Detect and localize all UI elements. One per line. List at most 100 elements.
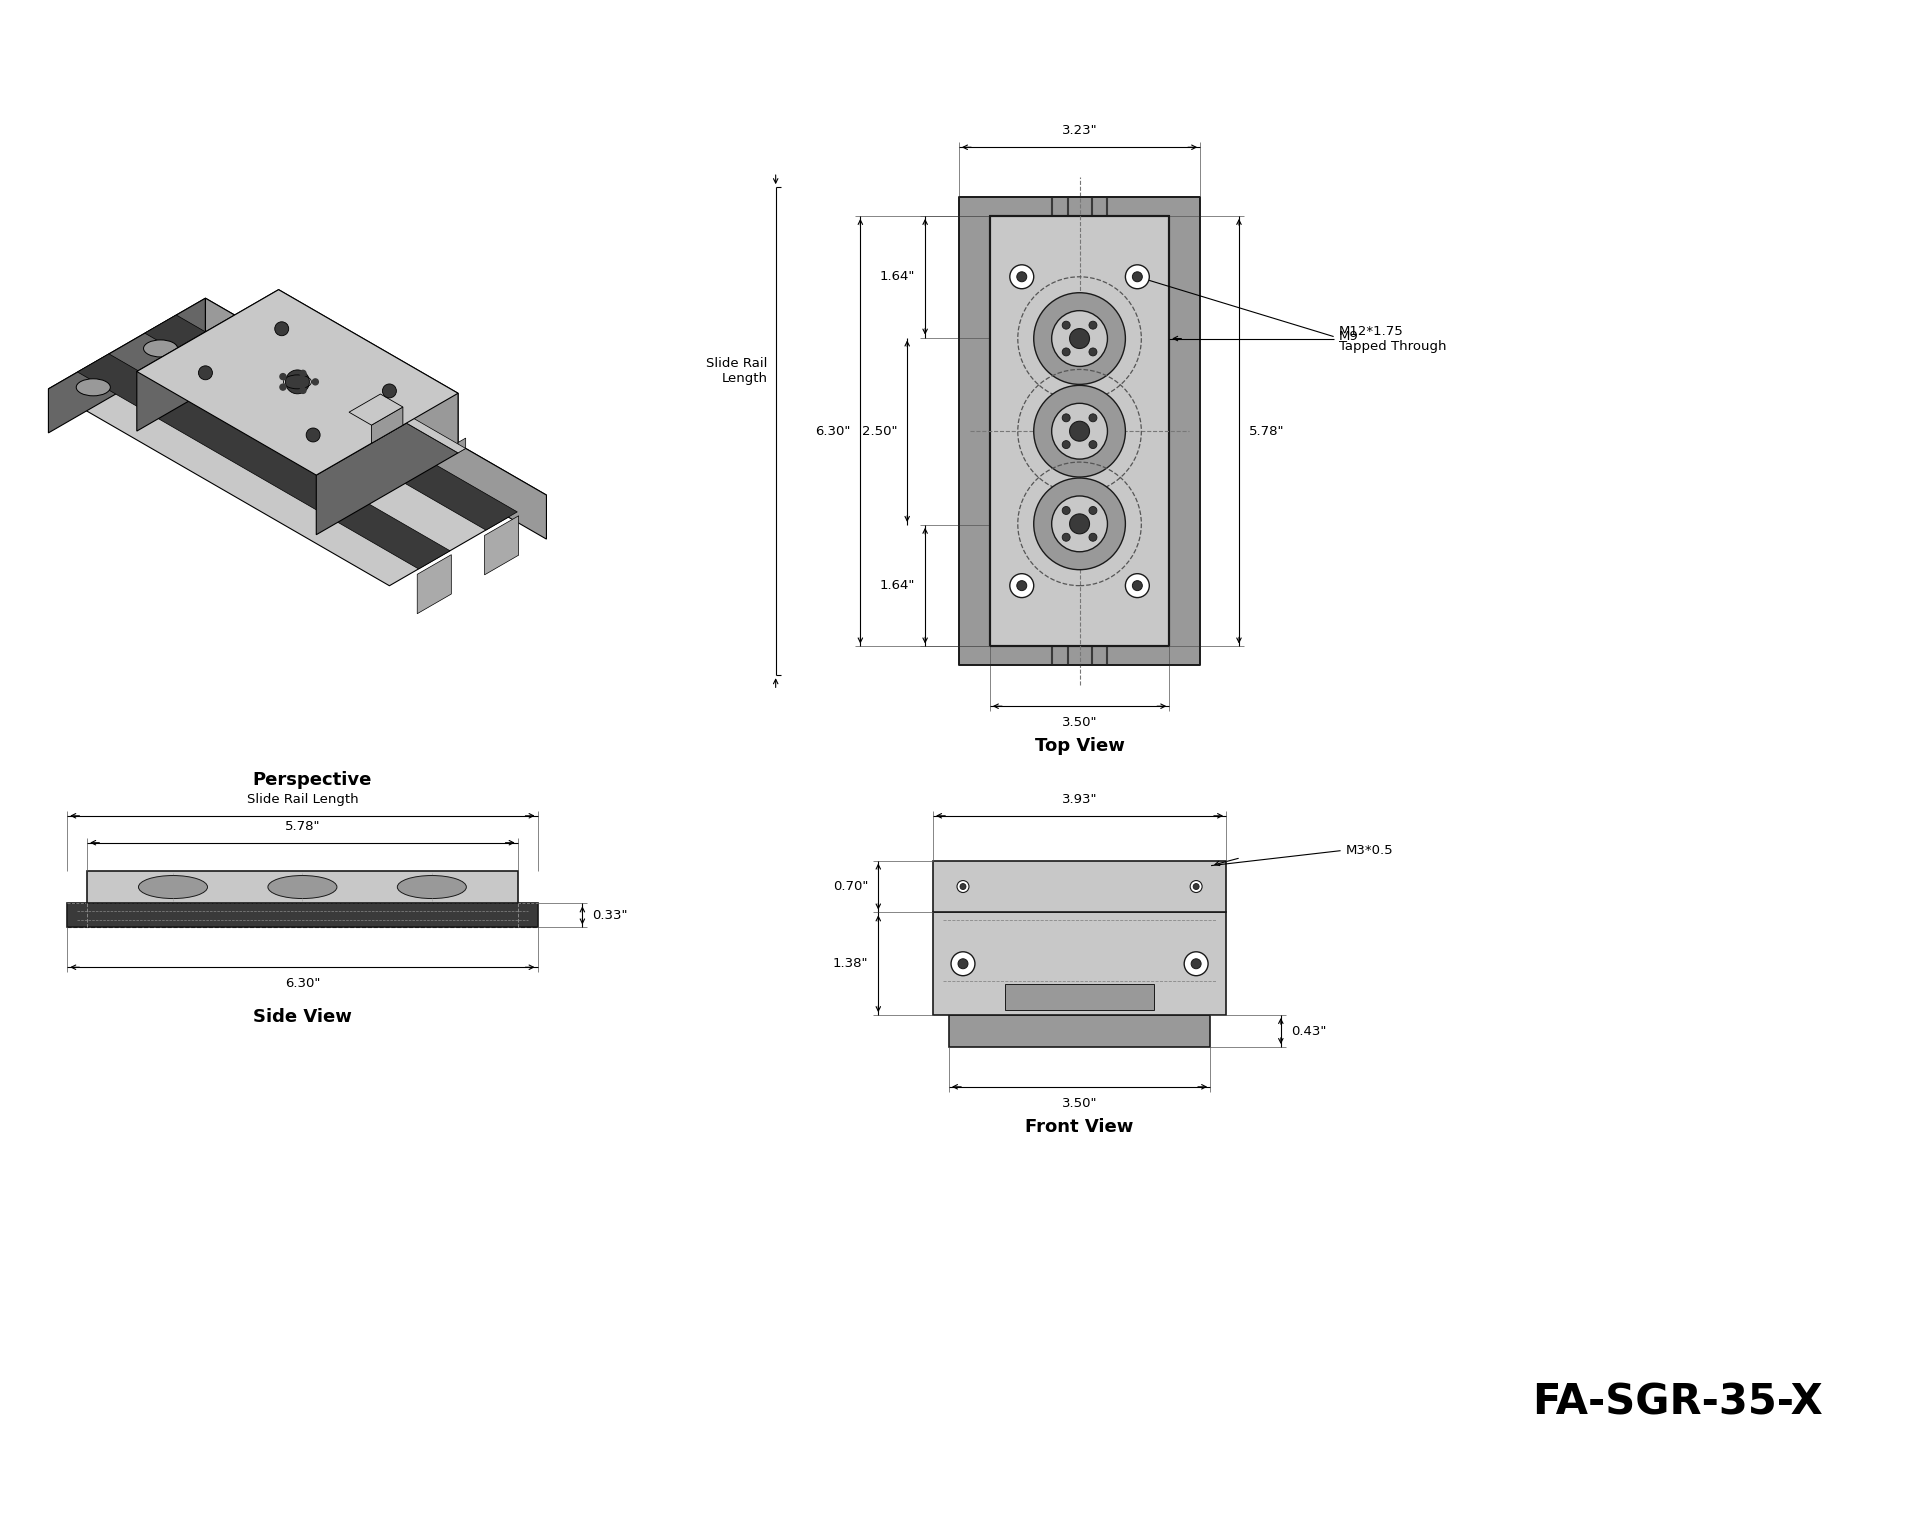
Text: 3.93": 3.93" xyxy=(1062,793,1098,806)
Ellipse shape xyxy=(397,876,467,898)
Text: Top View: Top View xyxy=(1035,737,1125,755)
Text: M12*1.75
Tapped Through: M12*1.75 Tapped Through xyxy=(1338,325,1446,353)
Circle shape xyxy=(1018,272,1027,281)
Text: 2.50": 2.50" xyxy=(862,424,897,438)
Circle shape xyxy=(1010,264,1033,289)
Polygon shape xyxy=(459,438,467,453)
Circle shape xyxy=(275,322,288,336)
Circle shape xyxy=(1062,441,1069,448)
Text: 6.30": 6.30" xyxy=(814,424,851,438)
Circle shape xyxy=(1052,496,1108,552)
Text: 1.64": 1.64" xyxy=(879,579,916,593)
Circle shape xyxy=(1033,386,1125,477)
Polygon shape xyxy=(948,1015,1210,1047)
Polygon shape xyxy=(278,334,286,350)
Ellipse shape xyxy=(144,340,179,357)
Text: 5.78": 5.78" xyxy=(1248,424,1284,438)
Polygon shape xyxy=(317,394,459,535)
Polygon shape xyxy=(67,903,538,927)
Circle shape xyxy=(1089,534,1096,541)
Text: 0.43": 0.43" xyxy=(1290,1024,1327,1038)
Circle shape xyxy=(960,883,966,889)
Circle shape xyxy=(286,369,309,394)
Circle shape xyxy=(1033,293,1125,385)
Circle shape xyxy=(1192,883,1200,889)
Circle shape xyxy=(956,880,970,892)
Text: 3.23": 3.23" xyxy=(1062,125,1098,137)
Polygon shape xyxy=(958,198,1200,666)
Circle shape xyxy=(1133,581,1142,591)
Circle shape xyxy=(1190,880,1202,892)
Circle shape xyxy=(1089,321,1096,330)
Polygon shape xyxy=(991,216,1169,646)
Circle shape xyxy=(198,366,213,380)
Circle shape xyxy=(1033,477,1125,570)
Circle shape xyxy=(1069,328,1089,348)
Polygon shape xyxy=(278,345,467,453)
Polygon shape xyxy=(933,912,1227,1015)
Circle shape xyxy=(1062,413,1069,423)
Polygon shape xyxy=(86,871,518,903)
Circle shape xyxy=(1185,952,1208,976)
Text: FA-SGR-35-X: FA-SGR-35-X xyxy=(1532,1382,1822,1424)
Text: Slide Rail
Length: Slide Rail Length xyxy=(707,357,768,386)
Polygon shape xyxy=(136,290,459,476)
Circle shape xyxy=(280,385,286,391)
Text: Perspective: Perspective xyxy=(253,771,372,789)
Circle shape xyxy=(382,385,396,398)
Polygon shape xyxy=(349,394,403,426)
Circle shape xyxy=(313,378,319,385)
Circle shape xyxy=(1125,573,1150,597)
Text: M9: M9 xyxy=(1338,330,1357,344)
Circle shape xyxy=(1052,403,1108,459)
Text: 0.33": 0.33" xyxy=(593,909,628,923)
Text: Side View: Side View xyxy=(253,1008,351,1026)
Text: Slide Rail Length: Slide Rail Length xyxy=(246,793,359,806)
Circle shape xyxy=(958,959,968,968)
Ellipse shape xyxy=(269,876,336,898)
Circle shape xyxy=(1089,413,1096,423)
Polygon shape xyxy=(933,860,1227,912)
Ellipse shape xyxy=(77,378,109,395)
Circle shape xyxy=(1089,441,1096,448)
Circle shape xyxy=(950,952,975,976)
Text: 1.64": 1.64" xyxy=(879,271,916,283)
Text: 1.38": 1.38" xyxy=(833,958,868,970)
Circle shape xyxy=(1069,514,1089,534)
Circle shape xyxy=(1133,272,1142,281)
Text: Front View: Front View xyxy=(1025,1117,1133,1135)
Polygon shape xyxy=(1004,983,1154,1011)
Polygon shape xyxy=(144,315,516,530)
Ellipse shape xyxy=(138,876,207,898)
Text: 6.30": 6.30" xyxy=(284,977,321,990)
Circle shape xyxy=(1018,581,1027,591)
Text: 0.70": 0.70" xyxy=(833,880,868,894)
Circle shape xyxy=(1069,421,1089,441)
Circle shape xyxy=(300,388,305,394)
Circle shape xyxy=(1062,534,1069,541)
Polygon shape xyxy=(77,354,449,568)
Polygon shape xyxy=(48,298,547,585)
Circle shape xyxy=(1089,506,1096,514)
Circle shape xyxy=(1052,310,1108,366)
Circle shape xyxy=(1125,264,1150,289)
Circle shape xyxy=(1062,348,1069,356)
Circle shape xyxy=(305,429,321,442)
Polygon shape xyxy=(136,290,278,432)
Polygon shape xyxy=(417,555,451,614)
Circle shape xyxy=(1190,959,1202,968)
Text: 3.50": 3.50" xyxy=(1062,1097,1098,1110)
Circle shape xyxy=(280,374,286,380)
Text: 5.78": 5.78" xyxy=(284,819,321,833)
Circle shape xyxy=(300,371,305,377)
Circle shape xyxy=(1062,506,1069,514)
Circle shape xyxy=(1089,348,1096,356)
Polygon shape xyxy=(371,407,403,444)
Polygon shape xyxy=(48,298,205,433)
Polygon shape xyxy=(278,290,459,453)
Circle shape xyxy=(1010,573,1033,597)
Polygon shape xyxy=(205,298,547,540)
Polygon shape xyxy=(484,515,518,575)
Text: M3*0.5: M3*0.5 xyxy=(1346,844,1394,857)
Circle shape xyxy=(1062,321,1069,330)
